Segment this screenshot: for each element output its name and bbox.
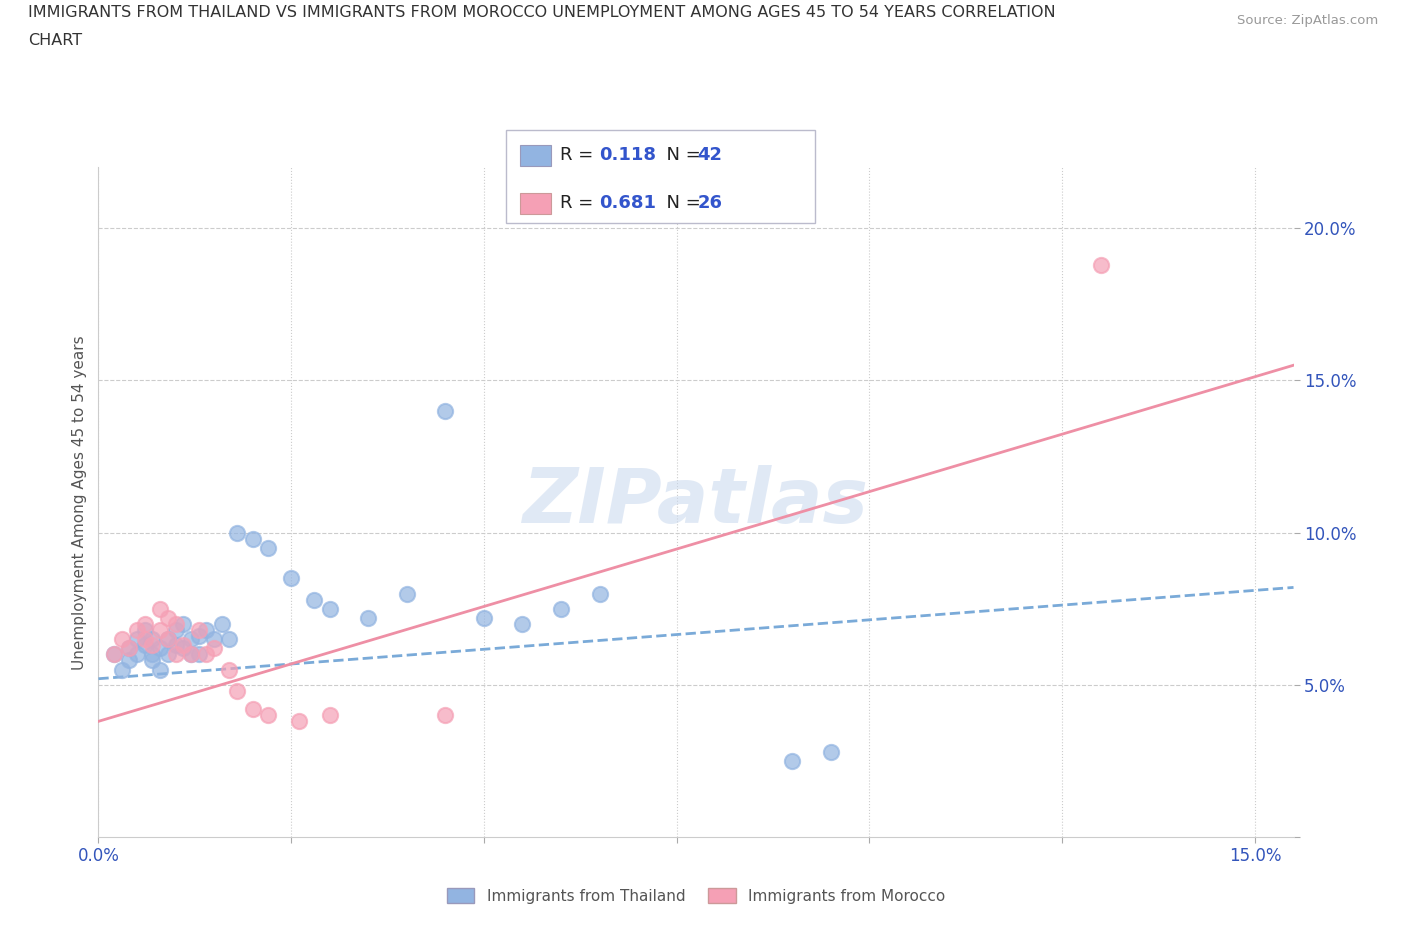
Text: 42: 42 — [697, 146, 723, 165]
Point — [172, 617, 194, 631]
Point — [588, 586, 610, 601]
Point — [149, 602, 172, 617]
Point — [187, 629, 209, 644]
Point — [118, 641, 141, 656]
Point — [434, 404, 457, 418]
Point — [110, 662, 132, 677]
Point — [357, 610, 380, 625]
Point — [304, 592, 326, 607]
Point — [134, 617, 156, 631]
Point — [820, 744, 842, 759]
Point — [550, 602, 572, 617]
Legend: Immigrants from Thailand, Immigrants from Morocco: Immigrants from Thailand, Immigrants fro… — [440, 882, 952, 910]
Point — [202, 641, 225, 656]
Point — [134, 631, 156, 646]
Point — [195, 622, 218, 637]
Point — [103, 647, 125, 662]
Point — [202, 631, 225, 646]
Text: ZIPatlas: ZIPatlas — [523, 465, 869, 539]
Point — [165, 647, 187, 662]
Point — [288, 714, 311, 729]
Text: IMMIGRANTS FROM THAILAND VS IMMIGRANTS FROM MOROCCO UNEMPLOYMENT AMONG AGES 45 T: IMMIGRANTS FROM THAILAND VS IMMIGRANTS F… — [28, 5, 1056, 20]
Point — [165, 617, 187, 631]
Y-axis label: Unemployment Among Ages 45 to 54 years: Unemployment Among Ages 45 to 54 years — [72, 335, 87, 670]
Point — [187, 647, 209, 662]
Point — [257, 708, 280, 723]
Point — [110, 631, 132, 646]
Point — [319, 602, 342, 617]
Point — [472, 610, 495, 625]
Point — [134, 622, 156, 637]
Point — [156, 610, 179, 625]
Point — [211, 617, 233, 631]
Text: N =: N = — [655, 146, 707, 165]
Text: 0.118: 0.118 — [599, 146, 657, 165]
Point — [156, 647, 179, 662]
Point — [782, 753, 804, 768]
Point — [125, 622, 148, 637]
Point — [257, 540, 280, 555]
Point — [165, 622, 187, 637]
Point — [134, 638, 156, 653]
Point — [280, 571, 302, 586]
Text: N =: N = — [655, 193, 707, 212]
Text: R =: R = — [560, 146, 599, 165]
Point — [195, 647, 218, 662]
Point — [165, 638, 187, 653]
Point — [218, 631, 240, 646]
Text: R =: R = — [560, 193, 599, 212]
Point — [125, 647, 148, 662]
Point — [118, 641, 141, 656]
Point — [242, 702, 264, 717]
Point — [141, 653, 163, 668]
Point — [187, 622, 209, 637]
Point — [218, 662, 240, 677]
Point — [172, 638, 194, 653]
Point — [226, 684, 249, 698]
Point — [149, 662, 172, 677]
Point — [180, 647, 202, 662]
Point — [512, 617, 534, 631]
Point — [156, 631, 179, 646]
Point — [319, 708, 342, 723]
Text: 26: 26 — [697, 193, 723, 212]
Point — [141, 638, 163, 653]
Point — [149, 622, 172, 637]
Point — [172, 641, 194, 656]
Text: CHART: CHART — [28, 33, 82, 47]
Text: 0.681: 0.681 — [599, 193, 657, 212]
Point — [434, 708, 457, 723]
Point — [395, 586, 418, 601]
Point — [149, 641, 172, 656]
Point — [180, 647, 202, 662]
Point — [125, 631, 148, 646]
Point — [141, 647, 163, 662]
Point — [226, 525, 249, 540]
Point — [141, 631, 163, 646]
Point — [103, 647, 125, 662]
Point — [118, 653, 141, 668]
Point — [156, 631, 179, 646]
Point — [1090, 258, 1112, 272]
Point — [180, 631, 202, 646]
Text: Source: ZipAtlas.com: Source: ZipAtlas.com — [1237, 14, 1378, 27]
Point — [242, 531, 264, 546]
